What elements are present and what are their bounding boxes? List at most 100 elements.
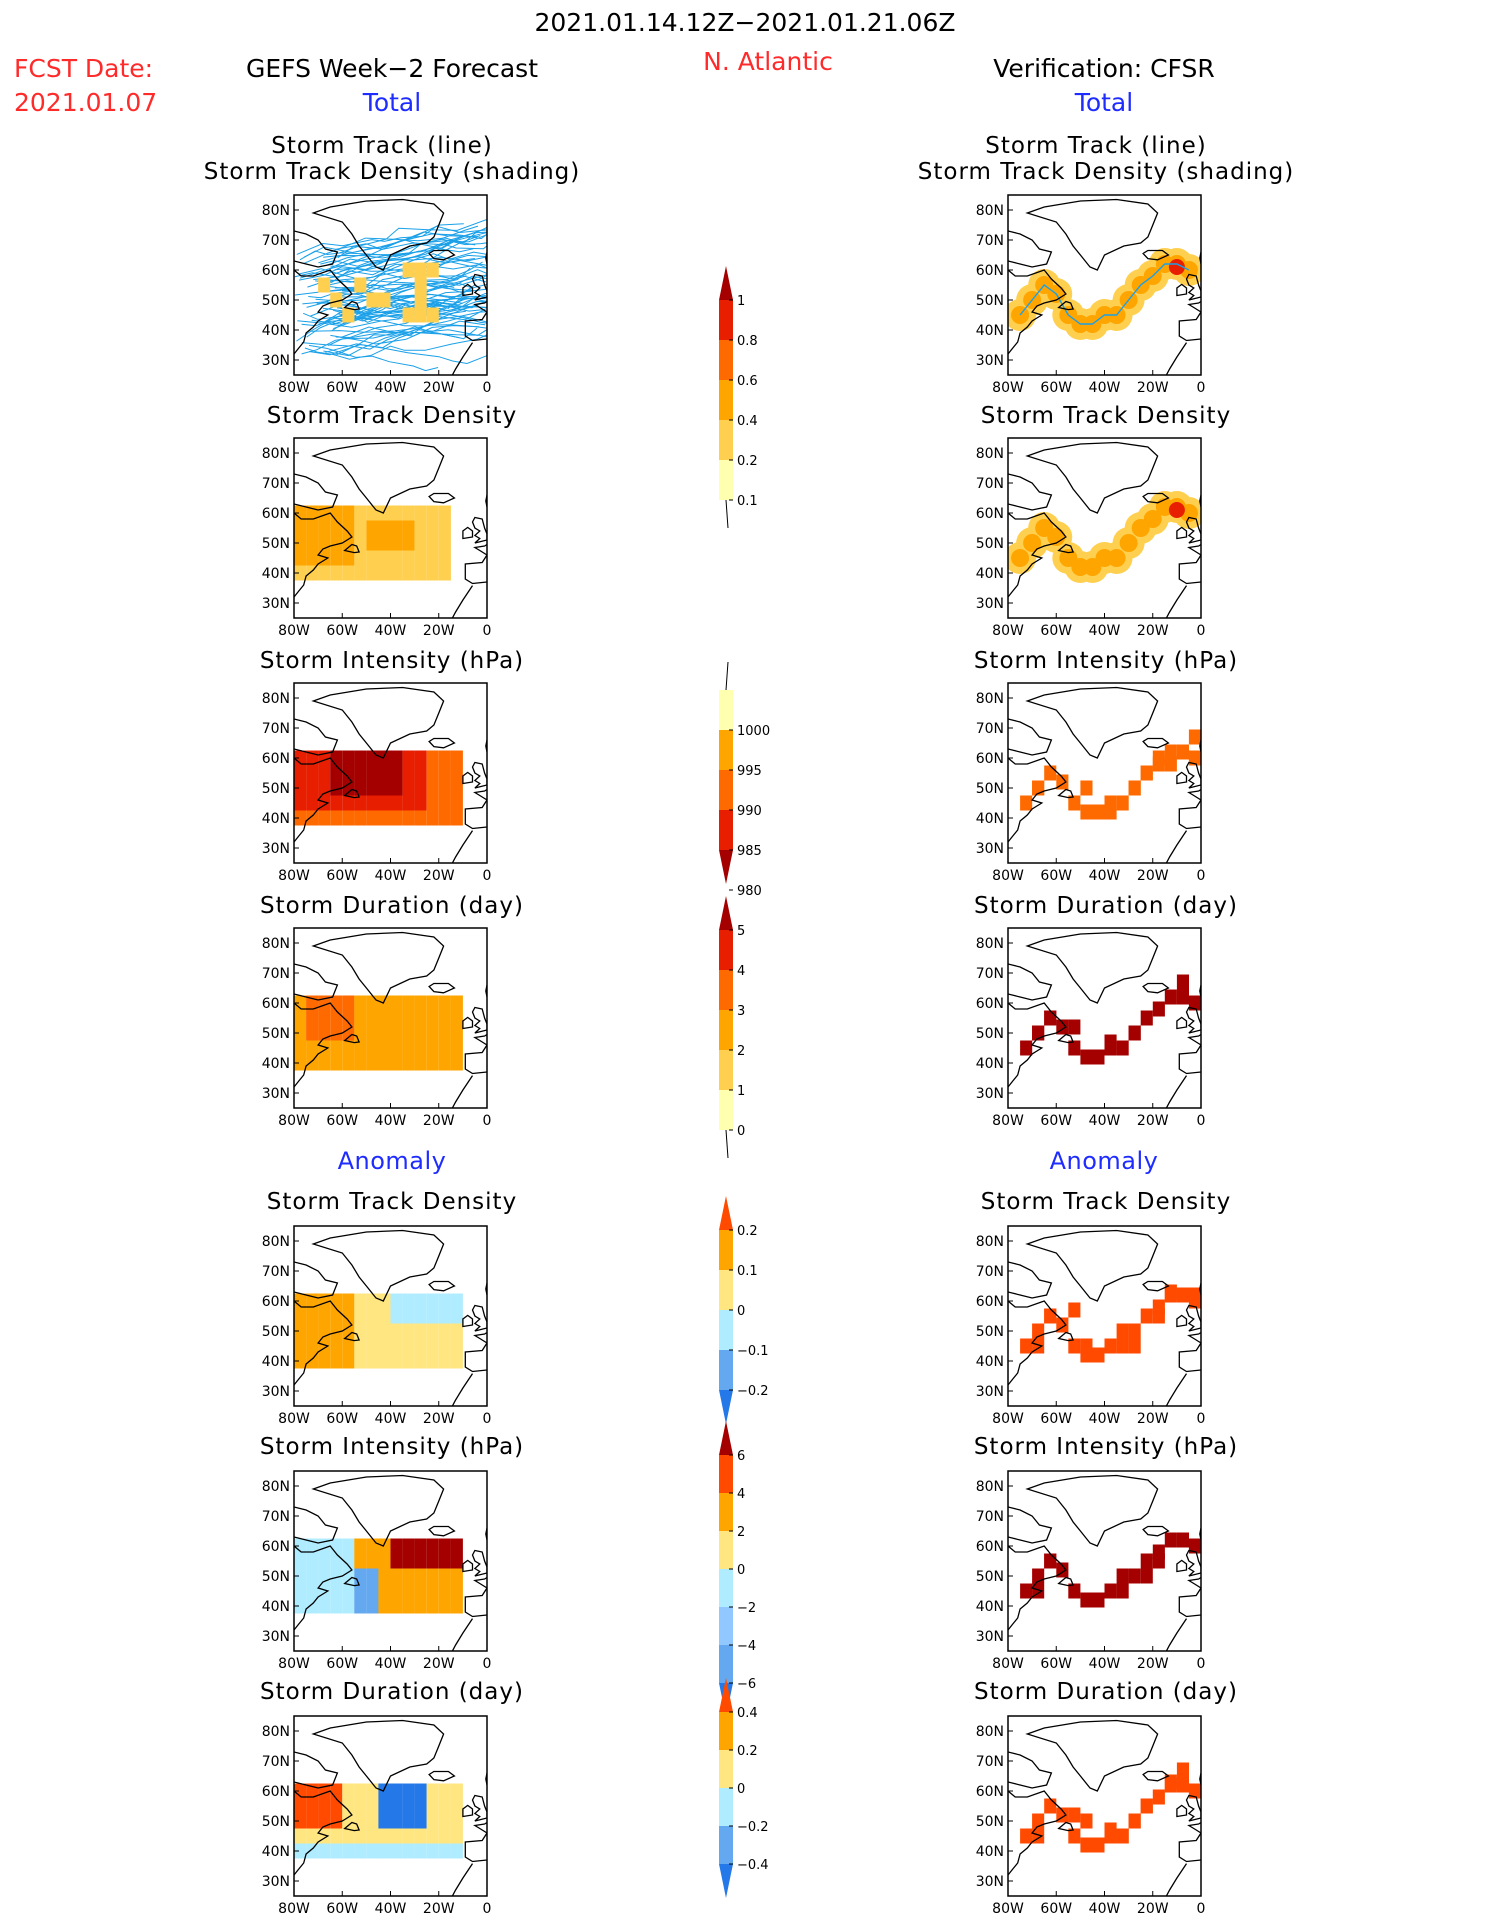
colorbar-label: −0.2 bbox=[737, 1384, 769, 1399]
lat-tick-label: 50N bbox=[262, 1026, 290, 1042]
grid-cell bbox=[1140, 1553, 1153, 1569]
grid-cell bbox=[378, 1353, 391, 1369]
grid-cell bbox=[402, 307, 415, 323]
grid-cell bbox=[1068, 1302, 1081, 1318]
density-core bbox=[1023, 534, 1042, 552]
grid-cell bbox=[366, 1538, 379, 1554]
lat-tick-label: 80N bbox=[262, 691, 290, 707]
grid-cell bbox=[294, 1040, 307, 1056]
grid-cell bbox=[438, 1025, 451, 1041]
grid-cell bbox=[366, 1353, 379, 1369]
colorbar-label: 0 bbox=[737, 1782, 745, 1797]
grid-cell bbox=[294, 795, 307, 811]
track-line bbox=[325, 226, 487, 267]
grid-cell bbox=[366, 1055, 379, 1071]
grid-cell bbox=[342, 307, 355, 323]
lon-tick-label: 80W bbox=[278, 868, 310, 884]
lat-tick-label: 70N bbox=[262, 1754, 290, 1770]
grid-cell bbox=[450, 1553, 463, 1569]
grid-cell bbox=[450, 750, 463, 766]
grid-cell bbox=[390, 550, 403, 566]
grid-cell bbox=[306, 1025, 319, 1041]
grid-cell bbox=[390, 1843, 403, 1859]
lon-tick-label: 20W bbox=[1137, 623, 1169, 639]
lat-tick-label: 70N bbox=[976, 1264, 1004, 1280]
lon-tick-label: 60W bbox=[326, 1113, 358, 1129]
density-core bbox=[1119, 534, 1138, 552]
density-core bbox=[1011, 306, 1030, 324]
grid-cell bbox=[414, 505, 427, 521]
grid-cell bbox=[294, 995, 307, 1011]
grid-cell bbox=[390, 1353, 403, 1369]
track-line bbox=[331, 292, 487, 325]
grid-cell bbox=[414, 535, 427, 551]
lat-tick-label: 40N bbox=[976, 811, 1004, 827]
colorbar-intensity-total: 1000 995 990 985 980 bbox=[719, 661, 770, 899]
grid-cell bbox=[354, 1843, 367, 1859]
grid-cell bbox=[426, 765, 439, 781]
track-line bbox=[310, 261, 483, 317]
grid-cell bbox=[330, 1553, 343, 1569]
colorbar-label: 5 bbox=[737, 924, 745, 939]
lon-tick-label: 0 bbox=[1197, 1656, 1206, 1672]
grid-cell bbox=[1116, 1568, 1129, 1584]
grid-cell bbox=[1188, 1293, 1201, 1309]
grid-cell bbox=[438, 765, 451, 781]
grid-cell bbox=[438, 795, 451, 811]
grid-cell bbox=[294, 1568, 307, 1584]
lon-tick-label: 60W bbox=[326, 623, 358, 639]
grid-cell bbox=[378, 1583, 391, 1599]
lat-tick-label: 40N bbox=[976, 323, 1004, 339]
grid-cell bbox=[306, 1338, 319, 1354]
lat-tick-label: 50N bbox=[976, 781, 1004, 797]
grid-cell bbox=[330, 1308, 343, 1324]
grid-cell bbox=[402, 1538, 415, 1554]
lon-tick-label: 40W bbox=[1089, 380, 1121, 396]
lat-tick-label: 60N bbox=[976, 1539, 1004, 1555]
grid-cell bbox=[342, 1040, 355, 1056]
lon-tick-label: 0 bbox=[1197, 380, 1206, 396]
density-max bbox=[1168, 502, 1185, 518]
grid-cell bbox=[1176, 1777, 1189, 1793]
grid-cell bbox=[414, 1010, 427, 1026]
grid-cell bbox=[354, 565, 367, 581]
grid-cell bbox=[294, 810, 307, 826]
grid-cell bbox=[378, 1538, 391, 1554]
grid-cell bbox=[390, 1783, 403, 1799]
grid-cell bbox=[438, 1040, 451, 1056]
grid-cell bbox=[318, 520, 331, 536]
grid-cell bbox=[366, 535, 379, 551]
title-duration-anom-right: Storm Duration (day) bbox=[974, 1679, 1238, 1705]
lon-tick-label: 0 bbox=[483, 1656, 492, 1672]
lat-tick-label: 30N bbox=[262, 1384, 290, 1400]
lat-tick-label: 50N bbox=[976, 293, 1004, 309]
grid-cell bbox=[354, 535, 367, 551]
lon-tick-label: 60W bbox=[1040, 380, 1072, 396]
lon-tick-label: 40W bbox=[1089, 868, 1121, 884]
lat-tick-label: 70N bbox=[976, 233, 1004, 249]
lat-tick-label: 80N bbox=[976, 1724, 1004, 1740]
colorbar-segment bbox=[719, 340, 733, 380]
grid-cell bbox=[402, 765, 415, 781]
grid-cell bbox=[366, 1040, 379, 1056]
grid-cell bbox=[390, 1813, 403, 1829]
grid-cell bbox=[438, 810, 451, 826]
title-density-right: Storm Track Density bbox=[980, 403, 1232, 429]
grid-cell bbox=[1176, 1287, 1189, 1303]
colorbar-segment bbox=[719, 1788, 733, 1826]
grid-cell bbox=[390, 1828, 403, 1844]
lon-tick-label: 80W bbox=[278, 623, 310, 639]
grid-cell bbox=[450, 1010, 463, 1026]
region-title: N. Atlantic bbox=[703, 47, 833, 76]
lat-tick-label: 70N bbox=[262, 1264, 290, 1280]
track-line bbox=[330, 329, 487, 345]
lat-tick-label: 30N bbox=[262, 841, 290, 857]
grid-cell bbox=[366, 780, 379, 796]
grid-cell bbox=[426, 1783, 439, 1799]
colorbar-label: 0.1 bbox=[737, 494, 758, 509]
lon-tick-label: 80W bbox=[992, 1656, 1024, 1672]
track-line bbox=[308, 344, 439, 372]
grid-cell bbox=[342, 1323, 355, 1339]
grid-cell bbox=[1188, 1538, 1201, 1554]
title-track-line-left: Storm Track (line) bbox=[271, 133, 493, 159]
